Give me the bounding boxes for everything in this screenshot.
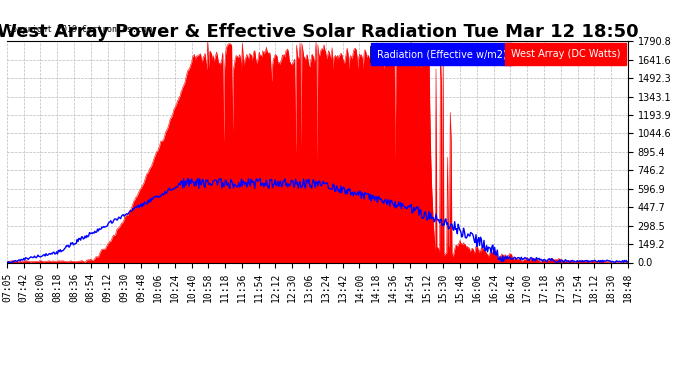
Legend: Radiation (Effective w/m2), West Array (DC Watts): Radiation (Effective w/m2), West Array (… <box>370 46 623 62</box>
Text: Copyright 2019 Cartronics.com: Copyright 2019 Cartronics.com <box>7 25 152 34</box>
Title: West Array Power & Effective Solar Radiation Tue Mar 12 18:50: West Array Power & Effective Solar Radia… <box>0 23 638 41</box>
